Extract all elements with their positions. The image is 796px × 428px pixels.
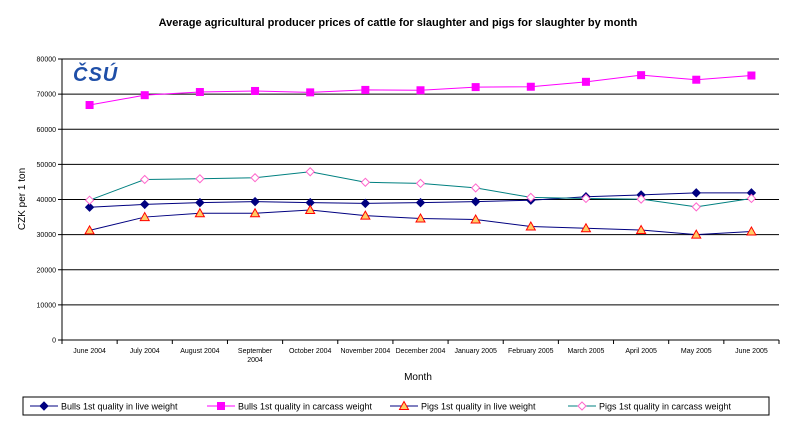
data-point-series-4 [84,195,95,205]
x-tick-label: December 2004 [396,348,446,355]
y-tick-label: 40000 [37,197,57,204]
legend-marker-4 [577,401,587,411]
data-point-series-3 [194,207,206,218]
y-tick-label: 20000 [37,267,57,274]
data-point-series-3 [525,221,537,231]
legend-label-4: Pigs 1st quality in carcass weight [599,402,732,412]
x-tick-label: October 2004 [289,348,332,355]
data-point-series-4 [470,183,481,193]
legend: Bulls 1st quality in live weight Bulls 1s… [22,396,770,416]
x-tick-label: May 2005 [681,348,712,355]
data-point-series-3 [746,225,757,236]
legend-marker-1 [39,401,49,411]
legend-label-3: Pigs 1st quality in live weight [421,402,536,412]
data-point-series-4 [250,173,260,183]
x-tick-label: August 2004 [180,348,219,355]
x-tick-label: November 2004 [340,348,390,355]
data-point-series-3 [635,224,647,235]
data-point-series-2 [471,83,480,92]
data-point-series-1 [140,199,150,210]
data-point-series-2 [637,71,646,80]
csu-logo: ČSÚ [73,62,118,86]
data-point-series-2 [306,88,315,97]
data-point-series-3 [84,224,95,235]
y-tick-label: 70000 [37,92,57,99]
x-tick-label: July 2004 [130,348,160,355]
data-point-series-4 [746,193,757,204]
data-point-series-2 [251,86,260,95]
csu-logo-text: ČSÚ [73,62,118,86]
legend-marker-2 [217,402,225,410]
data-point-series-3 [470,214,482,224]
y-tick-label: 50000 [37,162,57,169]
y-tick-label: 10000 [37,302,57,309]
data-point-series-4 [581,193,591,204]
x-axis-label: Month [404,372,432,383]
data-point-series-1 [195,197,205,208]
data-point-series-2 [195,88,204,97]
y-tick-label: 60000 [37,127,57,134]
x-tick-label: September 2004 [238,348,273,364]
data-point-series-4 [360,177,371,187]
data-point-series-2 [581,77,590,86]
x-tick-label: March 2005 [567,348,604,355]
data-point-series-2 [85,101,94,110]
data-point-series-1 [470,196,481,207]
data-point-series-4 [526,192,536,203]
data-point-series-4 [140,174,150,185]
y-tick-label: 30000 [37,232,57,239]
legend-label-2: Bulls 1st quality in carcass weight [238,402,373,412]
data-point-series-3 [139,211,151,222]
data-point-series-1 [415,197,426,208]
y-tick-label: 80000 [37,57,57,64]
data-point-series-1 [360,198,371,209]
x-tick-label: January 2005 [454,348,497,355]
y-axis-label: CZK per 1 ton [17,168,28,230]
data-point-series-1 [84,202,95,212]
chart-title: Average agricultural producer prices of … [159,17,638,29]
data-point-series-4 [305,167,315,177]
data-point-series-2 [140,91,149,100]
x-tick-label: February 2005 [508,348,554,355]
x-tick-label: April 2005 [625,348,657,355]
data-point-series-4 [691,202,701,212]
data-point-series-2 [416,86,425,95]
legend-marker-3 [398,400,410,410]
data-point-series-2 [526,82,535,91]
x-tick-label: June 2005 [735,348,768,355]
y-tick-label: 0 [52,338,56,345]
data-point-series-3 [359,210,371,220]
data-point-series-3 [249,207,261,218]
data-point-series-3 [580,222,592,233]
data-point-series-4 [636,194,646,204]
data-point-series-3 [415,212,426,223]
plot-area: 0 10000 20000 30000 40000 50000 60000 70000 8000… [37,57,780,364]
data-point-series-4 [195,174,205,184]
data-point-series-3 [304,204,316,215]
data-point-series-2 [747,71,756,80]
data-point-series-1 [250,196,260,207]
legend-label-1: Bulls 1st quality in live weight [61,402,178,412]
data-point-series-1 [691,188,701,198]
x-tick-label: June 2004 [73,348,106,355]
data-point-series-4 [415,178,426,189]
data-point-series-2 [361,85,370,94]
data-point-series-3 [690,229,702,239]
data-point-series-2 [692,75,701,84]
